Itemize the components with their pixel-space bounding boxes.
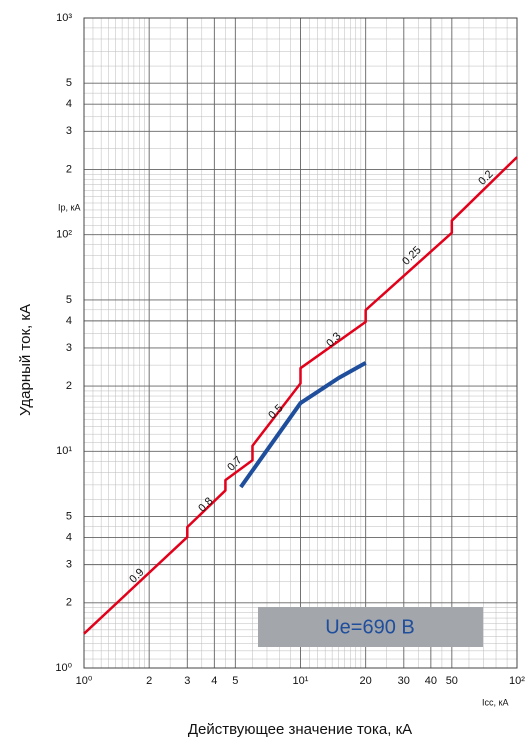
x-tick-label: 20 <box>360 675 372 687</box>
x-tick-label: 3 <box>184 675 190 687</box>
y-tick-label: 10⁰ <box>55 662 72 674</box>
y-tick-label: 10² <box>56 229 72 241</box>
line <box>83 156 518 635</box>
line-label: 0.7 <box>225 454 244 473</box>
x-tick-label: 30 <box>398 675 410 687</box>
y-tick-label: 2 <box>66 380 72 392</box>
y-axis-label: Ударный ток, кА <box>17 304 34 416</box>
x-tick-label: 2 <box>146 675 152 687</box>
y-tick-label: 5 <box>66 77 72 89</box>
x-tick-label: 10¹ <box>293 675 309 687</box>
x-tick-label: 10⁰ <box>76 675 93 687</box>
x-tick-label: 10² <box>509 675 525 687</box>
x-unit: Icc, кА <box>482 697 508 707</box>
y-tick-label: 4 <box>66 98 72 110</box>
y-tick-label: 2 <box>66 597 72 609</box>
annotation-box <box>258 607 483 647</box>
line <box>239 361 367 489</box>
y-tick-label: 5 <box>66 294 72 306</box>
y-tick-label: 2 <box>66 163 72 175</box>
line-label: 0.3 <box>324 330 343 349</box>
x-tick-label: 50 <box>446 675 458 687</box>
y-tick-label: 4 <box>66 315 72 327</box>
y-unit: Ip, кА <box>58 202 80 212</box>
x-axis-label: Действующее значение тока, кА <box>188 721 412 738</box>
y-tick-label: 4 <box>66 531 72 543</box>
x-tick-label: 5 <box>232 675 238 687</box>
x-tick-label: 4 <box>211 675 217 687</box>
y-tick-label: 3 <box>66 342 72 354</box>
y-tick-label: 10³ <box>56 12 72 24</box>
y-tick-label: 3 <box>66 559 72 571</box>
annotation: Ue=690 B <box>325 616 415 638</box>
y-tick-label: 10¹ <box>56 445 72 457</box>
x-tick-label: 40 <box>425 675 437 687</box>
y-tick-label: 5 <box>66 510 72 522</box>
plot-frame <box>83 17 518 669</box>
line-label: 0.9 <box>127 566 146 585</box>
y-tick-label: 3 <box>66 125 72 137</box>
line-label: 0.8 <box>196 495 215 514</box>
